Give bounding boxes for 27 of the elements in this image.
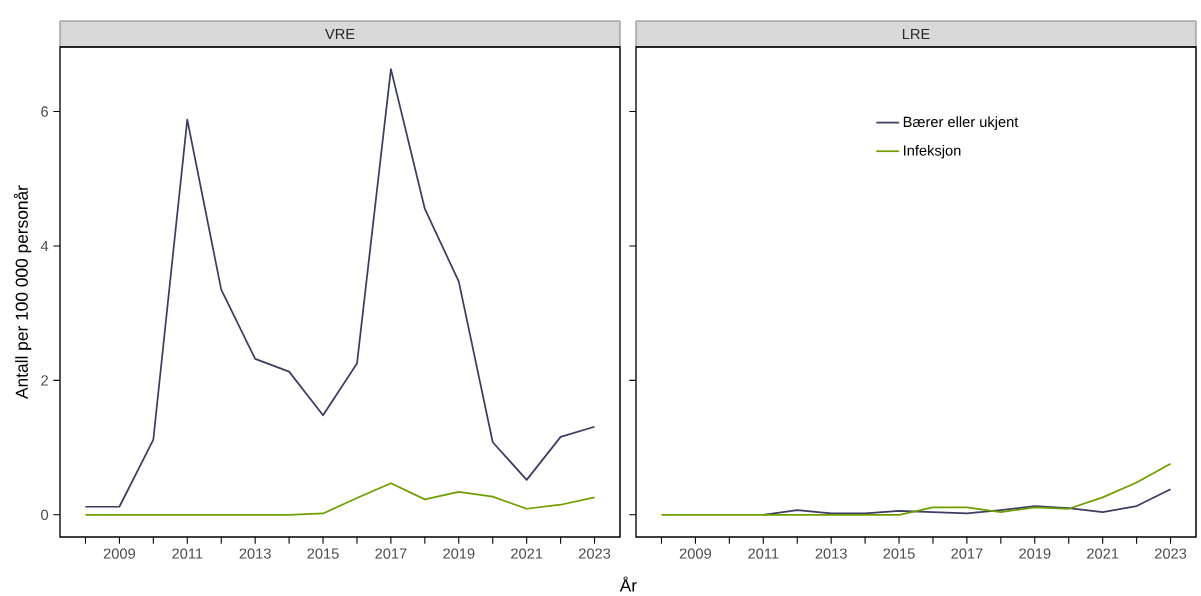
x-tick-label: 2011 <box>748 548 779 559</box>
legend-label: Infeksjon <box>904 144 961 159</box>
x-tick-label: 2015 <box>307 548 339 559</box>
x-tick-label: 2009 <box>679 548 712 559</box>
x-axis-title: År <box>619 576 637 592</box>
line-series <box>84 68 596 508</box>
x-tick-label: 2023 <box>578 548 611 559</box>
x-tick-label: 2017 <box>375 548 407 559</box>
x-tick-label: 2015 <box>883 548 915 559</box>
y-tick-label: 2 <box>41 375 48 386</box>
x-tick-label: 2013 <box>815 548 847 559</box>
x-tick-label: 2009 <box>103 548 136 559</box>
x-tick-label: 2017 <box>951 548 983 559</box>
x-tick-label: 2021 <box>1087 548 1119 559</box>
chart-title: VRE <box>325 28 355 40</box>
x-tick-label: 2011 <box>172 548 203 559</box>
x-tick-label: 2021 <box>511 548 543 559</box>
legend-label: Bærer eller ukjent <box>903 116 1019 130</box>
x-tick-label: 2023 <box>1154 548 1187 559</box>
chart-title: LRE <box>902 28 930 40</box>
y-tick-label: 0 <box>41 509 49 521</box>
x-tick-label: 2013 <box>239 548 271 559</box>
y-tick-label: 4 <box>40 240 49 252</box>
y-tick-label: 6 <box>41 106 48 117</box>
x-tick-label: 2019 <box>1019 548 1051 559</box>
x-tick-label: 2019 <box>443 548 475 559</box>
y-axis-title: Antall per 100 000 personår <box>13 185 32 399</box>
